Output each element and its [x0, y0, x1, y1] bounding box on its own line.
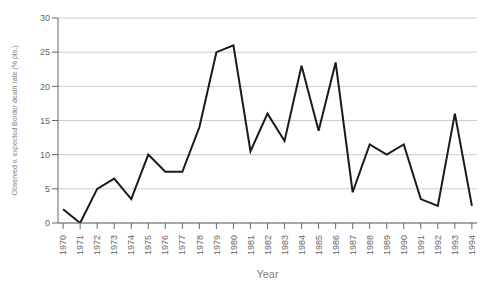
svg-text:10: 10 [40, 150, 50, 160]
svg-text:1980: 1980 [229, 235, 239, 255]
svg-text:1973: 1973 [109, 235, 119, 255]
svg-text:1978: 1978 [195, 235, 205, 255]
svg-text:1975: 1975 [143, 235, 153, 255]
svg-text:1991: 1991 [416, 235, 426, 255]
svg-text:1985: 1985 [314, 235, 324, 255]
svg-text:1986: 1986 [331, 235, 341, 255]
svg-text:1988: 1988 [365, 235, 375, 255]
svg-text:1994: 1994 [467, 235, 477, 255]
svg-text:30: 30 [40, 13, 50, 23]
svg-text:1993: 1993 [450, 235, 460, 255]
svg-text:1989: 1989 [382, 235, 392, 255]
svg-text:1976: 1976 [160, 235, 170, 255]
svg-text:5: 5 [45, 184, 50, 194]
svg-text:1987: 1987 [348, 235, 358, 255]
svg-text:1979: 1979 [212, 235, 222, 255]
svg-text:Observed v. expected Border de: Observed v. expected Border death rate (… [11, 45, 19, 195]
svg-text:1983: 1983 [280, 235, 290, 255]
svg-text:15: 15 [40, 116, 50, 126]
svg-text:1974: 1974 [126, 235, 136, 255]
svg-text:1990: 1990 [399, 235, 409, 255]
svg-text:1977: 1977 [177, 235, 187, 255]
svg-text:1970: 1970 [58, 235, 68, 255]
svg-text:1992: 1992 [433, 235, 443, 255]
svg-text:1982: 1982 [263, 235, 273, 255]
svg-text:1981: 1981 [246, 235, 256, 255]
svg-text:0: 0 [45, 218, 50, 228]
svg-text:1984: 1984 [297, 235, 307, 255]
svg-text:Year: Year [256, 268, 279, 280]
svg-text:1971: 1971 [75, 235, 85, 255]
svg-text:1972: 1972 [92, 235, 102, 255]
svg-text:20: 20 [40, 82, 50, 92]
svg-text:25: 25 [40, 47, 50, 57]
